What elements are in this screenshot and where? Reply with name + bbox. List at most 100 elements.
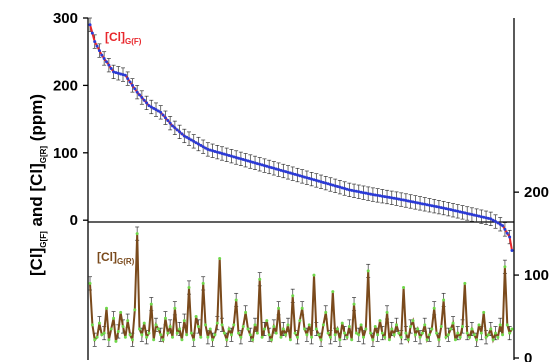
data-point bbox=[310, 335, 314, 339]
data-point bbox=[392, 196, 396, 200]
data-point bbox=[333, 184, 337, 188]
y-axis-label-part-2: and [Cl] bbox=[27, 163, 46, 231]
data-point bbox=[295, 173, 299, 177]
data-point bbox=[397, 197, 401, 201]
data-point bbox=[284, 170, 288, 174]
data-point bbox=[472, 213, 476, 217]
data-point bbox=[222, 331, 226, 335]
data-point bbox=[213, 333, 217, 337]
data-point bbox=[262, 164, 266, 168]
right-axis-tick-label: 0 bbox=[524, 350, 532, 362]
data-point bbox=[369, 331, 373, 335]
data-point bbox=[326, 182, 330, 186]
data-point bbox=[482, 215, 486, 219]
data-point bbox=[260, 335, 264, 339]
data-point bbox=[303, 175, 307, 179]
data-point bbox=[149, 105, 153, 109]
data-point bbox=[248, 333, 252, 337]
data-point bbox=[366, 192, 370, 196]
data-point bbox=[472, 333, 476, 337]
data-point bbox=[88, 281, 92, 285]
data-point bbox=[201, 281, 205, 285]
data-point bbox=[218, 151, 222, 155]
data-point bbox=[140, 96, 144, 100]
data-point bbox=[486, 216, 490, 220]
data-point bbox=[423, 323, 427, 327]
data-point bbox=[265, 164, 269, 168]
data-point bbox=[411, 319, 415, 323]
data-point bbox=[373, 193, 377, 197]
data-point bbox=[460, 210, 464, 214]
data-point bbox=[505, 323, 509, 327]
data-point bbox=[145, 335, 149, 339]
data-point bbox=[119, 72, 123, 76]
data-point bbox=[491, 338, 495, 342]
data-point bbox=[234, 298, 238, 302]
data-point bbox=[239, 335, 243, 339]
data-point bbox=[402, 198, 406, 202]
data-point bbox=[498, 222, 502, 226]
data-point bbox=[126, 77, 130, 81]
data-point bbox=[251, 338, 255, 342]
data-point bbox=[279, 335, 283, 339]
data-point bbox=[387, 338, 391, 342]
data-point bbox=[317, 179, 321, 183]
data-point bbox=[385, 195, 389, 199]
data-point bbox=[477, 214, 481, 218]
data-point bbox=[253, 323, 257, 327]
data-point bbox=[425, 338, 429, 342]
data-point bbox=[324, 181, 328, 185]
data-point bbox=[380, 331, 384, 335]
data-point bbox=[314, 178, 318, 182]
data-point bbox=[208, 148, 212, 152]
data-point bbox=[105, 60, 109, 64]
data-point bbox=[305, 333, 309, 337]
y-axis-label-sub-2: G[R] bbox=[39, 146, 48, 164]
y-axis-label-part-3: (ppm) bbox=[27, 94, 46, 146]
data-point bbox=[222, 152, 226, 156]
left-axis-tick-label: 100 bbox=[53, 145, 78, 162]
data-point bbox=[114, 71, 118, 75]
data-point bbox=[239, 157, 243, 161]
data-point bbox=[451, 321, 455, 325]
data-point bbox=[479, 215, 483, 219]
data-point bbox=[133, 87, 137, 91]
data-point bbox=[298, 319, 302, 323]
data-point bbox=[444, 335, 448, 339]
data-point bbox=[489, 217, 493, 221]
data-point bbox=[281, 327, 285, 331]
data-point bbox=[361, 191, 365, 195]
data-point bbox=[425, 203, 429, 207]
data-point bbox=[258, 277, 262, 281]
data-point bbox=[199, 143, 203, 147]
data-point bbox=[135, 232, 139, 236]
data-point bbox=[510, 327, 514, 331]
data-point bbox=[354, 189, 358, 193]
data-point bbox=[255, 162, 259, 166]
data-point bbox=[90, 31, 94, 35]
data-point bbox=[140, 333, 144, 337]
data-point bbox=[246, 159, 250, 163]
data-point bbox=[277, 306, 281, 310]
data-point bbox=[130, 338, 134, 342]
data-point bbox=[187, 137, 191, 141]
data-point bbox=[482, 310, 486, 314]
data-point bbox=[142, 321, 146, 325]
data-point bbox=[319, 180, 323, 184]
data-point bbox=[116, 329, 120, 333]
data-point bbox=[211, 149, 215, 153]
data-point bbox=[173, 126, 177, 130]
data-point bbox=[279, 168, 283, 172]
data-point bbox=[272, 166, 276, 170]
data-point bbox=[305, 176, 309, 180]
data-point bbox=[121, 324, 125, 328]
data-point bbox=[378, 194, 382, 198]
data-point bbox=[354, 331, 358, 335]
data-point bbox=[206, 147, 210, 151]
data-point bbox=[326, 331, 330, 335]
data-point bbox=[267, 333, 271, 337]
data-point bbox=[163, 116, 167, 120]
data-point bbox=[437, 338, 441, 342]
data-point bbox=[460, 324, 464, 328]
data-point bbox=[477, 323, 481, 327]
